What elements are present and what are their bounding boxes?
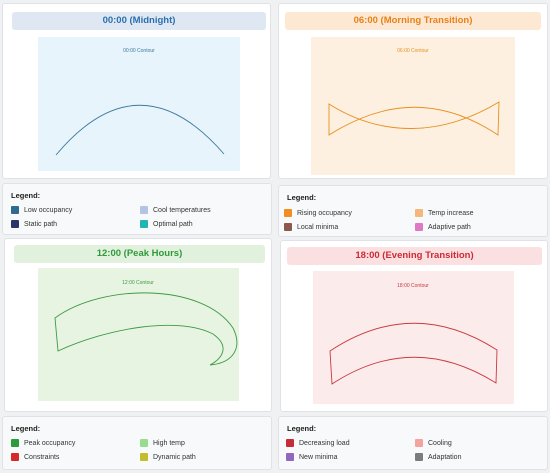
legend-item: Optimal path bbox=[140, 220, 193, 228]
contour-label: 06:00 Contour bbox=[397, 48, 429, 54]
legend-label: Dynamic path bbox=[153, 453, 196, 461]
contour-path bbox=[54, 292, 238, 366]
legend-item: Local minima bbox=[284, 223, 338, 231]
legend-morning: Legend: Rising occupancy Temp increase L… bbox=[278, 185, 548, 237]
contour-path bbox=[329, 322, 498, 385]
legend-evening: Legend: Decreasing load Cooling New mini… bbox=[278, 416, 548, 470]
legend-label: Decreasing load bbox=[299, 439, 350, 447]
legend-midnight: Legend: Low occupancy Cool temperatures … bbox=[2, 183, 272, 235]
legend-swatch bbox=[286, 439, 294, 447]
panel-morning: 06:00 (Morning Transition) 06:00 Contour bbox=[278, 3, 548, 179]
contour-svg: 06:00 Contour bbox=[328, 48, 500, 136]
legend-label: Cool temperatures bbox=[153, 206, 211, 214]
legend-label: Rising occupancy bbox=[297, 209, 352, 217]
legend-title: Legend: bbox=[11, 424, 41, 433]
contour-svg: 12:00 Contour bbox=[54, 280, 238, 366]
legend-swatch bbox=[415, 209, 423, 217]
panel-title: 00:00 (Midnight) bbox=[12, 12, 266, 30]
legend-swatch bbox=[11, 439, 19, 447]
panel-peak: 12:00 (Peak Hours) 12:00 Contour bbox=[4, 238, 272, 412]
contour-label: 00:00 Contour bbox=[123, 48, 155, 54]
legend-item: Cool temperatures bbox=[140, 206, 211, 214]
legend-item: Dynamic path bbox=[140, 453, 196, 461]
legend-swatch bbox=[11, 453, 19, 461]
legend-item: Adaptation bbox=[415, 453, 461, 461]
legend-item: Low occupancy bbox=[11, 206, 72, 214]
legend-label: Low occupancy bbox=[24, 206, 73, 214]
legend-item: High temp bbox=[140, 439, 185, 447]
legend-item: Temp increase bbox=[415, 209, 474, 217]
legend-item: Peak occupancy bbox=[11, 439, 75, 447]
panel-midnight: 00:00 (Midnight) 00:00 Contour bbox=[2, 3, 271, 179]
legend-swatch bbox=[140, 206, 148, 214]
legend-label: Adaptive path bbox=[428, 223, 471, 231]
contour-svg: 18:00 Contour bbox=[329, 283, 498, 385]
legend-title: Legend: bbox=[287, 424, 317, 433]
legend-item: New minima bbox=[286, 453, 338, 461]
legend-item: Constraints bbox=[11, 453, 59, 461]
legend-item: Adaptive path bbox=[415, 223, 471, 231]
legend-item: Rising occupancy bbox=[284, 209, 352, 217]
legend-swatch bbox=[415, 453, 423, 461]
legend-swatch bbox=[415, 223, 423, 231]
contour-plot: 18:00 Contour bbox=[313, 271, 514, 404]
legend-swatch bbox=[140, 439, 148, 447]
panel-evening: 18:00 (Evening Transition) 18:00 Contour bbox=[280, 240, 548, 412]
legend-peak: Legend: Peak occupancy High temp Constra… bbox=[2, 416, 272, 470]
legend-swatch bbox=[11, 220, 19, 228]
legend-title: Legend: bbox=[11, 191, 41, 200]
legend-label: New minima bbox=[299, 453, 338, 461]
legend-swatch bbox=[415, 439, 423, 447]
legend-label: High temp bbox=[153, 439, 185, 447]
legend-swatch bbox=[140, 453, 148, 461]
legend-label: Peak occupancy bbox=[24, 439, 76, 447]
legend-swatch bbox=[140, 220, 148, 228]
contour-label: 18:00 Contour bbox=[397, 283, 429, 289]
contour-plot: 12:00 Contour bbox=[38, 268, 239, 401]
panel-title: 18:00 (Evening Transition) bbox=[287, 247, 542, 265]
legend-label: Local minima bbox=[297, 223, 339, 231]
legend-title: Legend: bbox=[287, 193, 317, 202]
legend-label: Optimal path bbox=[153, 220, 193, 228]
legend-label: Static path bbox=[24, 220, 58, 228]
legend-item: Decreasing load bbox=[286, 439, 350, 447]
legend-swatch bbox=[11, 206, 19, 214]
legend-item: Static path bbox=[11, 220, 57, 228]
legend-swatch bbox=[284, 209, 292, 217]
legend-label: Temp increase bbox=[428, 209, 474, 217]
legend-label: Constraints bbox=[24, 453, 60, 461]
legend-label: Adaptation bbox=[428, 453, 462, 461]
panel-title: 12:00 (Peak Hours) bbox=[14, 245, 265, 263]
contour-path bbox=[55, 104, 225, 156]
legend-item: Cooling bbox=[415, 439, 452, 447]
legend-swatch bbox=[284, 223, 292, 231]
contour-svg: 00:00 Contour bbox=[55, 48, 225, 156]
legend-label: Cooling bbox=[428, 439, 452, 447]
panel-title: 06:00 (Morning Transition) bbox=[285, 12, 541, 30]
contour-plot: 06:00 Contour bbox=[311, 37, 515, 175]
contour-label: 12:00 Contour bbox=[122, 280, 154, 286]
legend-swatch bbox=[286, 453, 294, 461]
contour-plot: 00:00 Contour bbox=[38, 37, 240, 171]
contour-path bbox=[328, 101, 500, 136]
